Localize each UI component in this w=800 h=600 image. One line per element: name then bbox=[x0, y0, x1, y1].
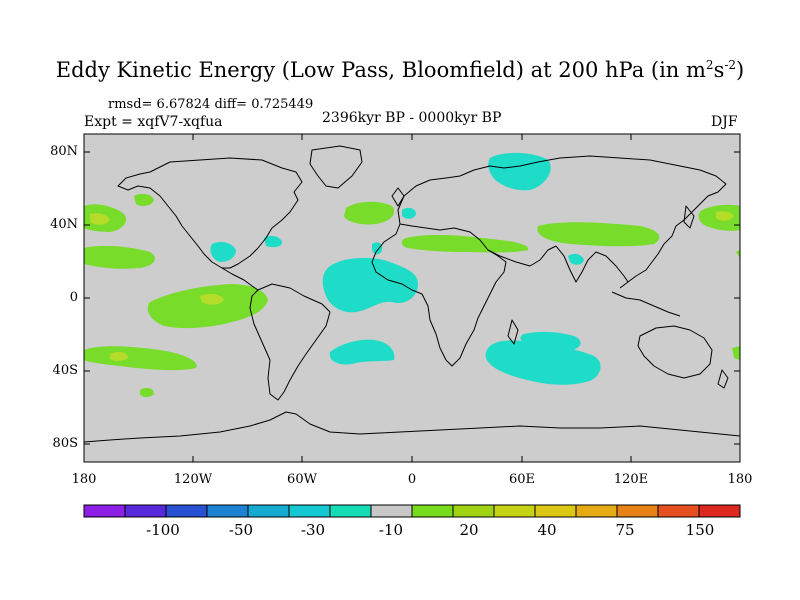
lat-label: 80S bbox=[52, 436, 78, 451]
coast-madagascar bbox=[507, 319, 519, 345]
colorbar-label: -30 bbox=[300, 521, 326, 539]
lon-label: 60W bbox=[287, 472, 317, 487]
anomaly-tasman bbox=[736, 250, 740, 258]
colorbar-label: 20 bbox=[459, 521, 479, 539]
lon-label: 0 bbox=[407, 472, 417, 487]
y-ticks bbox=[84, 151, 740, 445]
anomaly-core-ne bbox=[716, 211, 734, 221]
colorbar bbox=[83, 504, 741, 518]
lon-label: 180 bbox=[71, 472, 97, 487]
colorbar-label: 150 bbox=[685, 521, 715, 539]
anomaly-europe-small bbox=[402, 207, 416, 219]
coast-arabia bbox=[487, 245, 557, 267]
colorbar-box bbox=[124, 504, 167, 518]
colorbar-label: -100 bbox=[146, 521, 180, 539]
anomaly-core-ep bbox=[200, 293, 224, 305]
colorbar-label: 75 bbox=[615, 521, 635, 539]
anomaly-s-pacific-east bbox=[732, 346, 740, 360]
anomaly-core-nw bbox=[90, 213, 110, 225]
colorbar-box bbox=[698, 504, 741, 518]
coast-central-america bbox=[221, 267, 259, 291]
colorbar-box bbox=[534, 504, 577, 518]
colorbar-label: -10 bbox=[378, 521, 404, 539]
lat-label: 0 bbox=[69, 290, 78, 305]
colorbar-box bbox=[165, 504, 208, 518]
colorbar-box bbox=[370, 504, 413, 518]
experiment-label: Expt = xqfV7-xqfua bbox=[84, 114, 223, 130]
lon-label: 180 bbox=[727, 472, 753, 487]
anomaly-east-atlantic bbox=[372, 242, 383, 255]
period-label: 2396kyr BP - 0000kyr BP bbox=[322, 110, 502, 126]
lat-label: 40N bbox=[50, 217, 78, 232]
colorbar-box bbox=[657, 504, 700, 518]
anomaly-core-s bbox=[110, 351, 128, 361]
anomaly-n-atlantic bbox=[344, 201, 395, 225]
coast-greenland bbox=[309, 145, 363, 189]
anomaly-e-pacific bbox=[147, 284, 268, 329]
x-ticks bbox=[83, 134, 741, 462]
colorbar-label: 40 bbox=[537, 521, 557, 539]
anomaly-n-pacific-mid bbox=[84, 245, 155, 269]
anomaly-fields bbox=[84, 152, 740, 397]
colorbar-label: -50 bbox=[228, 521, 254, 539]
season-label: DJF bbox=[711, 114, 738, 130]
anomaly-us-east bbox=[264, 235, 282, 248]
coast-antarctica bbox=[83, 411, 741, 443]
lat-label: 80N bbox=[50, 144, 78, 159]
lon-label: 120W bbox=[173, 472, 213, 487]
anomaly-s-atlantic bbox=[329, 339, 395, 365]
colorbar-box bbox=[616, 504, 659, 518]
coast-south-america bbox=[249, 283, 331, 401]
coast-japan bbox=[683, 205, 695, 229]
colorbar-box bbox=[83, 504, 126, 518]
anomaly-atlantic-tropics bbox=[322, 257, 418, 313]
anomaly-s-indian bbox=[485, 340, 601, 385]
coast-africa bbox=[371, 223, 507, 367]
anomaly-n-pacific-small bbox=[134, 193, 154, 207]
lon-label: 60E bbox=[508, 472, 536, 487]
anomaly-s-indian-east bbox=[520, 331, 581, 351]
stats-text: rmsd= 6.67824 diff= 0.725449 bbox=[108, 97, 314, 112]
colorbar-box bbox=[411, 504, 454, 518]
colorbar-box bbox=[452, 504, 495, 518]
colorbar-box bbox=[329, 504, 372, 518]
colorbar-box bbox=[288, 504, 331, 518]
anomaly-sub-tropic-jet bbox=[401, 234, 529, 253]
coast-europe bbox=[397, 155, 727, 289]
anomaly-gulf bbox=[210, 242, 236, 262]
coast-north-america bbox=[117, 157, 303, 269]
anomaly-india bbox=[568, 253, 584, 265]
coast-australia bbox=[637, 325, 713, 379]
lat-label: 40S bbox=[52, 363, 78, 378]
coast-uk bbox=[391, 187, 405, 207]
colorbar-box bbox=[575, 504, 618, 518]
colorbar-box bbox=[206, 504, 249, 518]
coast-india bbox=[555, 245, 629, 283]
anomaly-s-pacific-small bbox=[140, 387, 154, 397]
colorbar-box bbox=[493, 504, 536, 518]
anomaly-asia-jet bbox=[537, 222, 660, 247]
lon-label: 120E bbox=[613, 472, 649, 487]
coast-new-zealand bbox=[717, 369, 729, 389]
anomaly-s-pacific bbox=[84, 346, 197, 371]
plot-title: Eddy Kinetic Energy (Low Pass, Bloomfiel… bbox=[55, 58, 745, 82]
coastlines bbox=[83, 145, 741, 443]
colorbar-box bbox=[247, 504, 290, 518]
coast-sea-islands bbox=[611, 291, 681, 317]
